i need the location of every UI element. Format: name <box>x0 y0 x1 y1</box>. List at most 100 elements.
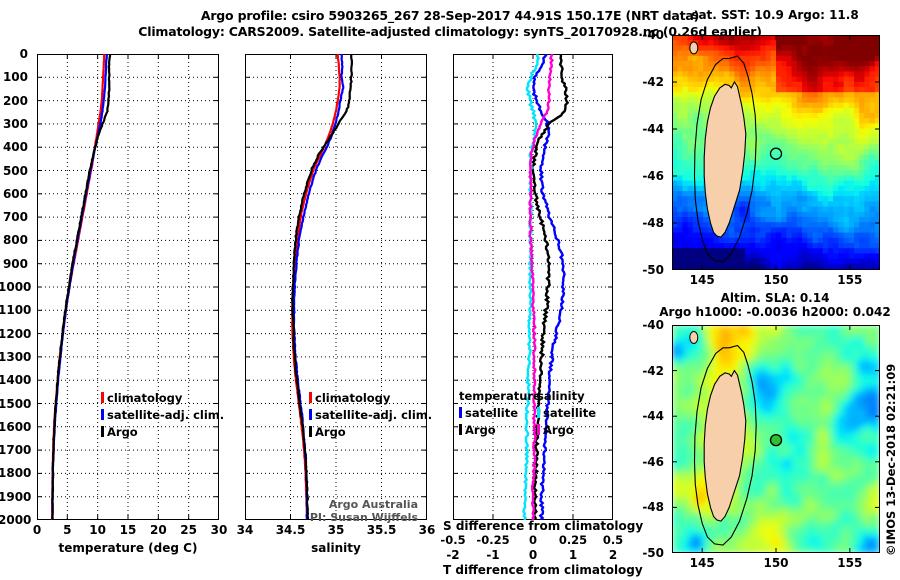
legend-color-swatch <box>101 409 104 420</box>
axis-tick-label: 35 <box>327 523 345 537</box>
legend-item: Argo <box>459 421 537 438</box>
axis-tick-label: -44 <box>642 409 664 424</box>
sla-map-yticks: -40 -42 -44 -46 -48 -50 <box>636 318 668 560</box>
legend-item-label: Argo <box>315 425 346 439</box>
axis-tick-label: -48 <box>642 216 664 230</box>
axis-tick-label: 1700 <box>0 443 32 458</box>
temperature-difference-axis-label: T difference from climatology <box>443 563 643 577</box>
axis-tick-label: 1200 <box>0 326 32 341</box>
legend-item-label: satellite <box>543 406 597 420</box>
legend-item: satellite-adj. clim. <box>309 406 432 423</box>
legend-item: satellite <box>537 404 609 421</box>
axis-tick-label: 500 <box>2 163 28 178</box>
sla-map-panel[interactable] <box>672 325 880 553</box>
axis-tick-label: 20 <box>149 523 167 537</box>
axis-tick-label: -40 <box>642 28 664 42</box>
legend-item: satellite <box>459 404 537 421</box>
legend-color-swatch <box>459 407 462 418</box>
temperature-yaxis-ticks: 0 100 200 300 400 500 600 700 800 900 1000 1100 1200… <box>0 47 33 527</box>
legend-item-label: Argo <box>465 423 496 437</box>
axis-tick-label: 36 <box>418 523 436 537</box>
sla-title-line-1: Altim. SLA: 0.14 <box>720 291 830 305</box>
title-line-2: Climatology: CARS2009. Satellite-adjuste… <box>138 24 762 39</box>
axis-tick-label: 155 <box>837 273 863 287</box>
salinity-plot-area[interactable] <box>245 54 427 520</box>
legend-item-label: Argo <box>107 425 138 439</box>
legend-item-label: satellite-adj. clim. <box>107 408 225 422</box>
temperature-axis-label: temperature (deg C) <box>58 541 198 555</box>
axis-tick-label: 1000 <box>0 280 32 294</box>
legend-item: climatology <box>309 389 432 406</box>
axis-tick-label: 25 <box>180 523 197 537</box>
axis-tick-label: 400 <box>2 140 28 155</box>
axis-tick-label: -46 <box>642 169 664 183</box>
legend-header-salinity: salinity <box>537 389 585 403</box>
axis-tick-label: 1300 <box>0 349 32 364</box>
axis-tick-label: 0 <box>528 548 538 562</box>
axis-tick-label: 0 <box>32 523 42 537</box>
sst-map-panel[interactable] <box>672 35 880 270</box>
legend-color-swatch <box>309 426 312 437</box>
axis-tick-label: -46 <box>642 454 664 469</box>
argo-australia-credit: Argo Australia PI: Susan Wijffels <box>278 498 418 524</box>
axis-tick-label: 2 <box>608 548 618 562</box>
temperature-legend: climatology satellite-adj. clim. Argo <box>101 389 224 440</box>
axis-tick-label: 200 <box>2 93 28 108</box>
temperature-xaxis-ticks: 0 5 10 15 20 25 30 <box>33 523 228 539</box>
axis-tick-label: -1 <box>486 548 500 562</box>
legend-color-swatch <box>537 424 540 435</box>
legend-color-swatch <box>101 426 104 437</box>
axis-tick-label: 10 <box>89 523 106 537</box>
axis-tick-label: -44 <box>642 122 664 136</box>
axis-tick-label: -50 <box>642 546 664 560</box>
legend-item-label: satellite <box>465 406 519 420</box>
axis-tick-label: 34 <box>236 523 254 537</box>
legend-item: Argo <box>537 421 609 438</box>
temperature-plot-area[interactable] <box>37 54 219 520</box>
axis-tick-label: 150 <box>763 273 789 287</box>
axis-tick-label: 1400 <box>0 373 32 388</box>
axis-tick-label: -40 <box>642 318 664 332</box>
imos-copyright-text: ©IMOS 13-Dec-2018 02:21:09 <box>884 363 898 556</box>
title-line-1: Argo profile: csiro 5903265_267 28-Sep-2… <box>200 8 700 23</box>
difference-s-ticks: -0.5 -0.25 0 0.25 0.5 <box>440 533 623 547</box>
axis-tick-label: 15 <box>119 523 137 537</box>
credit-line-2: PI: Susan Wijffels <box>309 511 418 524</box>
difference-plot-area[interactable] <box>453 54 613 520</box>
axis-tick-label: -42 <box>642 75 664 89</box>
axis-tick-label: 700 <box>2 210 28 225</box>
axis-tick-label: 5 <box>63 523 72 537</box>
axis-tick-label: 35.5 <box>366 523 397 537</box>
legend-item: satellite-adj. clim. <box>101 406 224 423</box>
legend-color-swatch <box>309 409 312 420</box>
salinity-difference-axis-label: S difference from climatology <box>443 519 644 533</box>
axis-tick-label: 145 <box>689 556 715 570</box>
axis-tick-label: 1500 <box>0 396 32 411</box>
legend-color-swatch <box>537 407 540 418</box>
axis-tick-label: 300 <box>2 116 28 131</box>
difference-t-ticks: -2 -1 0 1 2 <box>446 548 617 562</box>
axis-tick-label: 155 <box>837 556 863 570</box>
axis-tick-label: 1900 <box>0 489 32 504</box>
axis-tick-label: -50 <box>642 263 664 277</box>
axis-tick-label: 800 <box>2 233 28 248</box>
legend-item: Argo <box>101 423 224 440</box>
legend-color-swatch <box>101 392 104 403</box>
axis-tick-label: 30 <box>210 523 228 537</box>
axis-tick-label: 1800 <box>0 466 32 481</box>
legend-item: climatology <box>101 389 224 406</box>
axis-tick-label: 900 <box>2 256 28 271</box>
axis-tick-label: 145 <box>689 273 715 287</box>
axis-tick-label: 100 <box>2 70 28 85</box>
axis-tick-label: 1 <box>568 548 578 562</box>
difference-legend: temperature salinity satellite satellite Arg… <box>459 389 609 438</box>
axis-tick-label: 0 <box>528 533 537 547</box>
axis-tick-label: 1600 <box>0 419 32 434</box>
axis-tick-label: -0.25 <box>476 533 510 547</box>
sst-map-yticks: -40 -42 -44 -46 -48 -50 <box>636 28 668 277</box>
axis-tick-label: 1100 <box>0 303 32 318</box>
credit-line-1: Argo Australia <box>328 498 418 511</box>
salinity-xaxis-ticks: 34 34.5 35 35.5 36 <box>237 523 436 539</box>
legend-header-temperature: temperature <box>459 389 541 403</box>
legend-item-label: climatology <box>315 391 391 405</box>
